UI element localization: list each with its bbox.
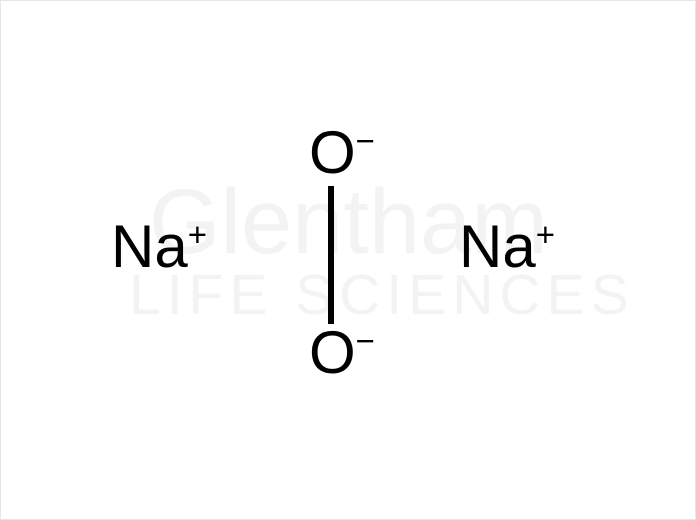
- atom-na-left-charge: +: [188, 216, 207, 253]
- atom-o-top-symbol: O: [309, 119, 356, 186]
- atom-o-bottom-symbol: O: [309, 319, 356, 386]
- atom-o-bottom-charge: −: [356, 322, 375, 359]
- bond-o-o: [328, 186, 334, 324]
- atom-na-right: Na+: [459, 217, 555, 277]
- atom-na-left: Na+: [111, 217, 207, 277]
- atom-na-right-symbol: Na: [459, 213, 536, 280]
- atom-o-bottom: O−: [309, 323, 375, 383]
- structure-canvas: Glentham LIFE SCIENCES O− O− Na+ Na+: [0, 0, 696, 520]
- atom-na-right-charge: +: [536, 216, 555, 253]
- atom-o-top: O−: [309, 123, 375, 183]
- atom-o-top-charge: −: [356, 122, 375, 159]
- atom-na-left-symbol: Na: [111, 213, 188, 280]
